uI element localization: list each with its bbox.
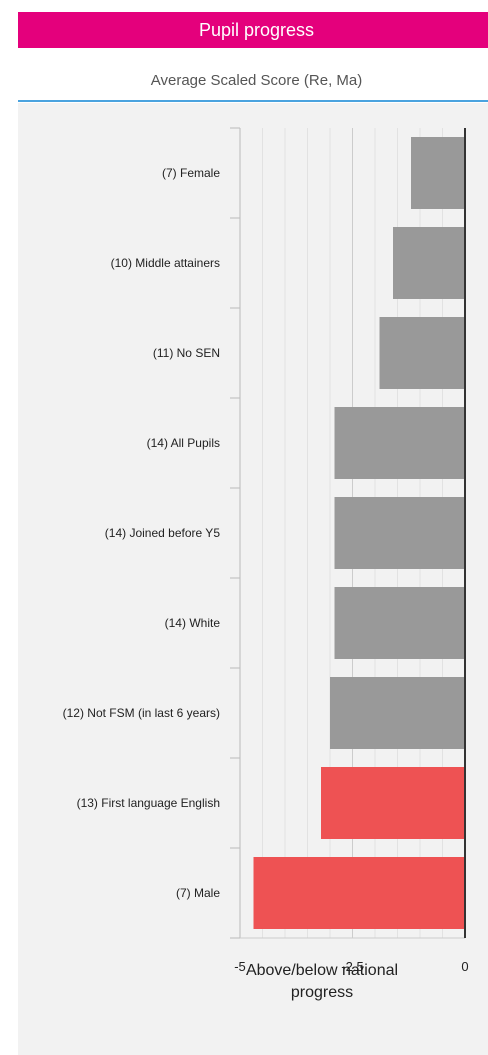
bar [393, 227, 465, 299]
category-label: (7) Female [162, 166, 220, 180]
bar [334, 587, 465, 659]
bar [334, 407, 465, 479]
x-tick-label: 0 [461, 959, 468, 974]
x-tick-label: -2.5 [341, 959, 363, 974]
x-axis-label: Above/below national progress [245, 962, 399, 1001]
bar [379, 317, 465, 389]
category-label: (12) Not FSM (in last 6 years) [63, 706, 220, 720]
category-label: (13) First language English [77, 796, 220, 810]
x-tick-label: -5 [234, 959, 246, 974]
bar [330, 677, 465, 749]
category-label: (14) All Pupils [147, 436, 220, 450]
chart-subtitle: Average Scaled Score (Re, Ma) [18, 62, 488, 102]
category-label: (7) Male [176, 886, 220, 900]
bar-chart: (7) Female (10) Middle attainers (11) No S… [63, 127, 469, 974]
chart-panel: (7) Female (10) Middle attainers (11) No S… [18, 103, 488, 1055]
bar [411, 137, 465, 209]
bar [253, 857, 465, 929]
chart-header: Pupil progress [18, 12, 488, 48]
bar [334, 497, 465, 569]
category-label: (10) Middle attainers [111, 256, 220, 270]
category-label: (14) White [165, 616, 221, 630]
category-label: (14) Joined before Y5 [105, 526, 221, 540]
bar [321, 767, 465, 839]
category-label: (11) No SEN [153, 346, 220, 360]
